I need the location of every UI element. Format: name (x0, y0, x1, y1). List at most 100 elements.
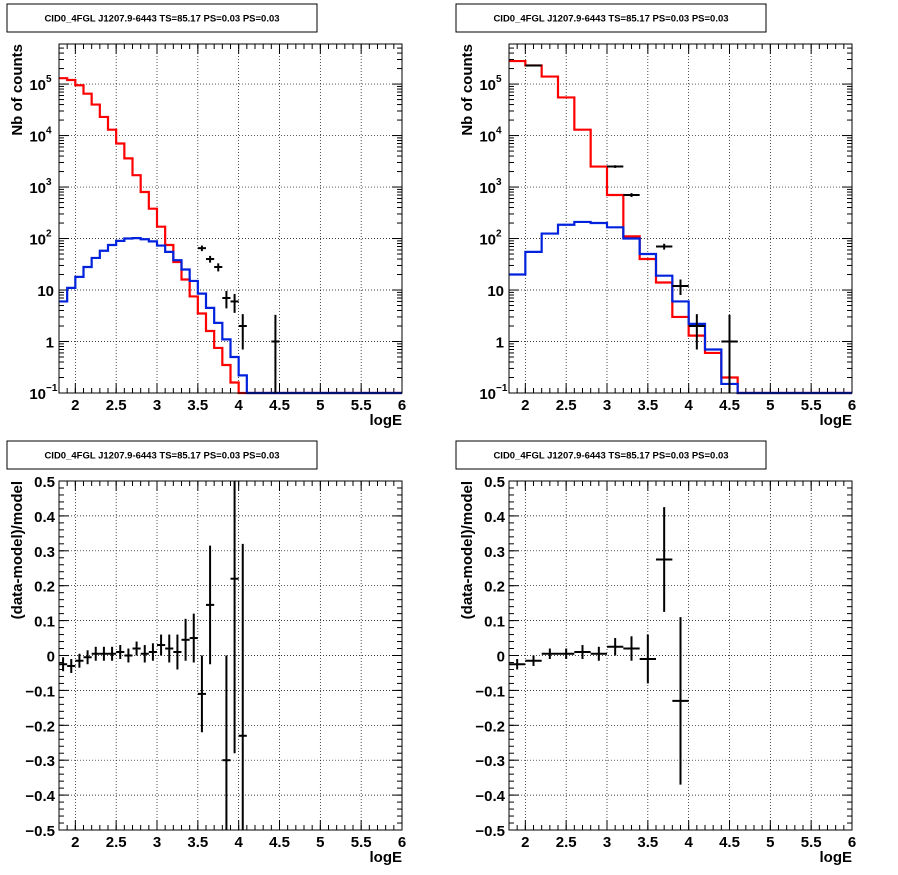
y-tick-exponent: 3 (46, 177, 52, 188)
x-tick-label: 3 (153, 834, 161, 851)
y-tick-label: 0 (47, 649, 55, 666)
x-tick-label: 3.5 (637, 397, 658, 414)
x-tick-label: 5.5 (351, 834, 372, 851)
data-point (607, 638, 624, 656)
plot-frame (58, 480, 403, 831)
chart-title: CID0_4FGL J1207.9-6443 TS=85.17 PS=0.03 … (44, 451, 279, 462)
data-point (99, 646, 108, 661)
data-point (607, 165, 624, 168)
chart-panel-2: CID0_4FGL J1207.9-6443 TS=85.17 PS=0.03 … (455, 3, 856, 429)
y-tick-exponent: 4 (496, 126, 502, 137)
x-tick-label: 3.5 (187, 834, 208, 851)
x-tick-label: 5 (766, 834, 774, 851)
x-tick-label: 2 (71, 397, 79, 414)
data-point (214, 263, 223, 272)
y-tick-exponent: −1 (46, 383, 58, 394)
y-tick-label: 0.5 (484, 474, 505, 491)
y-axis-title: (data-model)/model (9, 481, 26, 619)
data-point (83, 650, 92, 665)
y-tick-label: −0.2 (25, 718, 55, 735)
y-tick-label: 0 (497, 649, 505, 666)
y-tick-label: 10 (29, 232, 46, 249)
chart-title-box (455, 440, 767, 470)
x-tick-label: 2.5 (106, 834, 127, 851)
x-tick-label: 3 (153, 397, 161, 414)
chart-title: CID0_4FGL J1207.9-6443 TS=85.17 PS=0.03 … (44, 14, 279, 25)
x-tick-label: 2 (71, 834, 79, 851)
data-point (271, 314, 280, 393)
data-point (574, 645, 591, 659)
data-point (206, 255, 215, 263)
x-tick-label: 4 (684, 834, 693, 851)
data-point (590, 646, 607, 661)
x-tick-label: 5.5 (801, 834, 822, 851)
x-axis-title: logE (820, 412, 853, 429)
data-point (672, 617, 689, 785)
chart-title-box (6, 440, 318, 470)
x-tick-label: 6 (848, 834, 856, 851)
chart-panel-4: CID0_4FGL J1207.9-6443 TS=85.17 PS=0.03 … (455, 440, 856, 866)
x-tick-label: 4.5 (269, 397, 290, 414)
data-point (124, 648, 133, 663)
chart-title-box (6, 3, 318, 33)
y-tick-label: 10 (479, 129, 496, 146)
data-point (59, 657, 68, 672)
plot-frame (508, 480, 853, 831)
x-tick-label: 5 (766, 397, 774, 414)
chart-title: CID0_4FGL J1207.9-6443 TS=85.17 PS=0.03 … (493, 14, 728, 25)
chart-panel-1: CID0_4FGL J1207.9-6443 TS=85.17 PS=0.03 … (6, 3, 406, 429)
y-tick-label: 10 (29, 77, 46, 94)
y-tick-exponent: 4 (46, 126, 52, 137)
data-point (721, 314, 738, 393)
y-tick-label: 10 (29, 180, 46, 197)
y-tick-exponent: 5 (496, 74, 502, 85)
y-tick-label: 0.3 (34, 544, 55, 561)
y-tick-label: 0.5 (34, 474, 55, 491)
x-tick-label: 4.5 (719, 834, 740, 851)
x-tick-label: 5 (316, 397, 324, 414)
data-point (116, 645, 125, 659)
x-tick-label: 3 (603, 834, 611, 851)
y-tick-exponent: 2 (496, 229, 502, 240)
data-point (639, 634, 656, 684)
y-tick-label: −0.3 (475, 753, 505, 770)
data-point (173, 634, 182, 670)
y-axis-title: (data-model)/model (459, 481, 476, 619)
data-point (132, 641, 141, 656)
data-point (206, 545, 215, 665)
data-point (197, 245, 206, 252)
chart-panel-3: CID0_4FGL J1207.9-6443 TS=85.17 PS=0.03 … (6, 440, 406, 866)
y-tick-label: −0.1 (25, 683, 55, 700)
y-tick-label: 0.3 (484, 544, 505, 561)
y-tick-label: −0.5 (475, 823, 505, 840)
x-tick-label: 3.5 (637, 834, 658, 851)
x-tick-label: 2 (521, 834, 529, 851)
data-point (525, 655, 542, 666)
data-point (75, 653, 84, 668)
y-tick-exponent: 2 (46, 229, 52, 240)
data-point (197, 655, 206, 733)
histogram-series-2 (509, 220, 852, 395)
data-point (238, 314, 247, 350)
y-tick-label: 10 (29, 129, 46, 146)
y-tick-label: 10 (479, 386, 496, 403)
y-tick-label: 1 (496, 335, 504, 352)
y-tick-exponent: 3 (496, 177, 502, 188)
y-tick-label: 10 (487, 283, 504, 300)
x-axis-title: logE (370, 849, 403, 866)
data-point (148, 643, 157, 661)
y-tick-label: −0.1 (475, 683, 505, 700)
data-point (67, 658, 76, 673)
y-axis-title: Nb of counts (459, 44, 476, 136)
x-tick-label: 6 (398, 397, 406, 414)
data-point (623, 193, 640, 198)
x-tick-label: 3 (603, 397, 611, 414)
plot-frame (508, 43, 853, 394)
x-tick-label: 2.5 (556, 397, 577, 414)
y-tick-label: 0.2 (484, 579, 505, 596)
x-tick-label: 4.5 (269, 834, 290, 851)
x-tick-label: 2 (521, 397, 529, 414)
x-tick-label: 5.5 (351, 397, 372, 414)
data-point (688, 314, 705, 350)
